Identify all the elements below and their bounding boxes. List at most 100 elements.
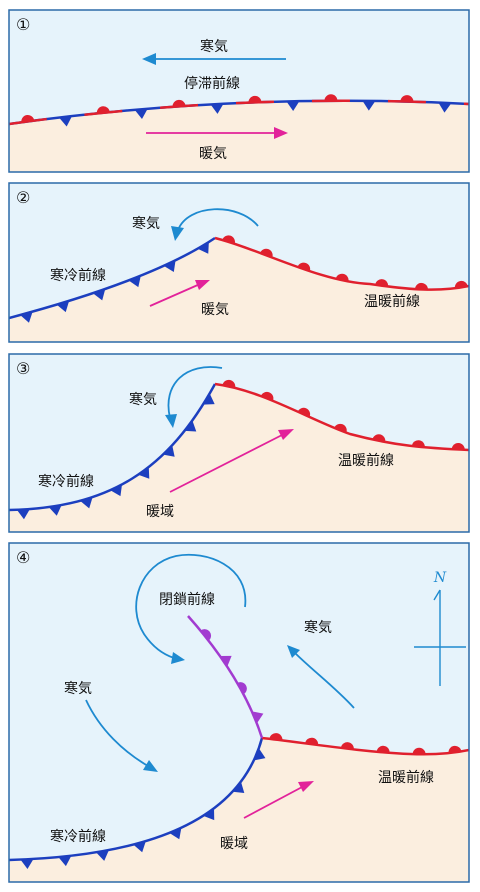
cold-front-triangle [362, 100, 376, 111]
warm-front-semicircle [172, 99, 186, 107]
panel-2: ② 寒気 寒冷前線 暖気 温暖前線 [8, 182, 470, 343]
warm-front-semicircle [260, 391, 274, 401]
occluded-front-semicircle [237, 682, 247, 695]
cold-front-triangle [20, 858, 34, 870]
stationary-front-label: 停滞前線 [184, 75, 240, 92]
warm-air-region [9, 738, 469, 882]
cold-air-right-label: 寒気 [304, 619, 332, 636]
occluded-front [187, 615, 264, 739]
panel-1: ① 寒気 停滞前線 暖気 [8, 9, 470, 173]
cold-front-triangle [56, 300, 70, 313]
occluded-front-semicircle [200, 629, 212, 641]
cold-air-right-arrow [287, 645, 355, 709]
cold-front-triangle [202, 393, 215, 405]
panel-3-number: ③ [16, 359, 30, 378]
panel-1-frame [8, 9, 470, 173]
cold-front-triangle [128, 275, 141, 288]
warm-front-semicircle [269, 733, 283, 741]
warm-front-semicircle [376, 745, 390, 753]
cold-front-line [9, 383, 217, 512]
occluded-front-line [187, 615, 264, 739]
warm-front-semicircle [340, 742, 354, 750]
cold-front-triangle [163, 260, 176, 272]
cold-front-triangle [203, 808, 215, 821]
north-arrow-icon: N [414, 570, 466, 686]
warm-front-semicircle [305, 737, 319, 746]
warm-front-label: 温暖前線 [338, 452, 394, 469]
panel-3-frame [8, 353, 470, 533]
warm-front-semicircle [260, 248, 273, 258]
occluded-front-triangle [219, 655, 232, 667]
cold-front-label: 寒冷前線 [50, 267, 106, 284]
cold-front-triangle [197, 242, 209, 254]
warm-front-semicircle [335, 273, 349, 282]
cold-front-triangle [16, 509, 30, 520]
warm-front-semicircle [454, 280, 468, 289]
cold-air-arrow [142, 53, 286, 65]
warm-front-line [214, 236, 469, 291]
warm-front-semicircle [400, 95, 414, 102]
cold-front [9, 383, 217, 520]
cold-front-label: 寒冷前線 [50, 828, 106, 845]
cold-front-triangle [80, 497, 93, 509]
cold-front-triangle [134, 108, 148, 119]
panel-4-frame [8, 542, 470, 883]
cold-front-triangle [286, 101, 300, 112]
stationary-front [9, 94, 469, 127]
cold-air-arrow [165, 366, 223, 428]
cold-front-triangle [96, 850, 109, 861]
warm-air-label: 暖気 [199, 146, 227, 162]
cold-air-left-arrow [85, 699, 158, 772]
cold-front-triangle [184, 420, 197, 432]
panel-4: ④ 閉鎖前線 寒気 寒気 寒冷前線 暖域 温暖前線 N [8, 542, 470, 883]
cold-air-label: 寒気 [200, 38, 228, 55]
cold-front-line [9, 737, 264, 862]
cold-front-triangle [110, 484, 123, 497]
warm-air-region [9, 238, 469, 342]
warm-front-semicircle [448, 745, 462, 754]
occluded-front-triangle [251, 711, 264, 724]
cold-front-triangle [163, 445, 175, 457]
cold-front-triangle [48, 505, 62, 516]
warm-front-semicircle [297, 262, 311, 272]
cold-front-triangle [58, 855, 72, 867]
panel-3: ③ 寒気 寒冷前線 暖域 温暖前線 [8, 353, 470, 533]
warm-front [214, 235, 469, 291]
warm-front-semicircle [451, 442, 465, 450]
warm-front-semicircle [324, 94, 338, 101]
cold-front-triangle [92, 289, 106, 301]
warm-front [261, 733, 469, 756]
warm-front-semicircle [375, 279, 389, 287]
cold-air-left-label: 寒気 [64, 680, 92, 697]
cold-front-triangle [59, 116, 73, 127]
warm-front-label: 温暖前線 [364, 293, 420, 310]
warm-front-semicircle [248, 95, 262, 103]
warm-front-semicircle [297, 407, 311, 417]
cold-front-triangle [438, 102, 452, 113]
cold-front-triangle [253, 748, 266, 761]
cold-front-line [9, 236, 216, 320]
warm-front-semicircle [222, 235, 235, 244]
cold-air-label: 寒気 [132, 215, 160, 232]
warm-front-line [214, 382, 469, 452]
warm-air-arrow [149, 280, 210, 307]
occluded-front-label: 閉鎖前線 [159, 591, 215, 608]
warm-sector-arrow [169, 429, 294, 493]
warm-air-label: 暖気 [201, 302, 229, 318]
warm-air-arrow [146, 127, 288, 139]
warm-front-semicircle [222, 379, 236, 388]
warm-front-semicircle [412, 747, 426, 755]
warm-front-semicircle [411, 440, 425, 448]
cold-front-triangle [138, 467, 150, 479]
warm-front-semicircle [372, 434, 386, 443]
panel-1-number: ① [16, 15, 30, 34]
north-label: N [433, 570, 447, 586]
warm-front-semicircle [21, 114, 35, 123]
warm-front-semicircle [414, 282, 428, 290]
cold-front-triangle [210, 103, 224, 114]
warm-front-semicircle [334, 423, 347, 433]
warm-front-label: 温暖前線 [378, 769, 434, 786]
warm-sector-label: 暖域 [220, 836, 248, 852]
cold-air-arrow [171, 208, 259, 241]
warm-air-region [9, 100, 469, 172]
